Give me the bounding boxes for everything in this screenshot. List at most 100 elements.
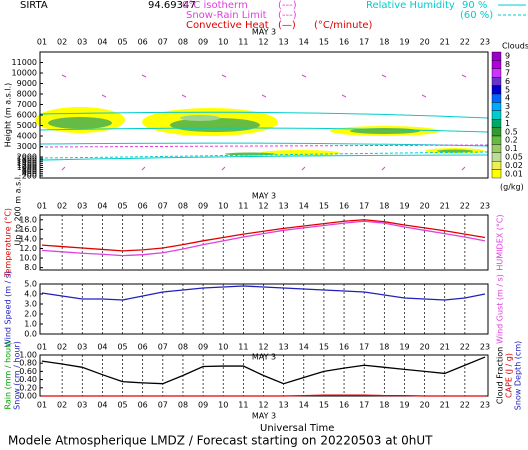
hour-label: 04 [97, 401, 107, 410]
y-tick-label: 400 [22, 169, 37, 178]
hour-label: 22 [460, 202, 470, 211]
legend-isotherm-key: (---) [278, 0, 297, 11]
colorbar-label: 5 [505, 85, 510, 94]
colorbar-cell [491, 135, 502, 145]
hour-label: 19 [399, 401, 409, 410]
colorbar-label: 0.5 [505, 127, 518, 136]
hour-label: 05 [117, 38, 127, 47]
hour-label: 17 [359, 401, 369, 410]
colorbar-cell [491, 102, 502, 112]
hour-label: 09 [198, 401, 208, 410]
hour-label: 13 [279, 343, 289, 352]
hour-label: 04 [97, 38, 107, 47]
hour-label: 05 [117, 401, 127, 410]
hour-label: 14 [299, 38, 309, 47]
hour-label: 05 [117, 202, 127, 211]
y-axis-label: Height (m a.s.l.) [4, 83, 13, 148]
hour-label: 16 [339, 343, 349, 352]
hour-label: 06 [138, 401, 148, 410]
y-tick-label: 3000 [17, 142, 37, 151]
y-tick-label: 5.0 [24, 280, 37, 289]
hour-label: 02 [57, 343, 67, 352]
hour-label: 08 [178, 343, 188, 352]
y2-axis-label: Wind Gust (m / s) [496, 274, 505, 344]
date-label: MAY 3 [252, 28, 276, 37]
y-tick-label: 18.0 [19, 215, 37, 224]
colorbar-label: 4 [505, 94, 510, 103]
y-tick-label: 2.0 [24, 310, 37, 319]
humidity-lines [39, 111, 489, 161]
hour-label: 17 [359, 343, 369, 352]
colorbar-unit: (g/kg) [500, 183, 524, 192]
colorbar-cell [491, 118, 502, 128]
y-tick-label: 9000 [17, 79, 37, 88]
y2-axis-label: Snow Depth (cm) [514, 341, 523, 410]
hour-label: 13 [279, 38, 289, 47]
station: SIRTA [20, 0, 48, 11]
hour-label: 11 [238, 343, 248, 352]
colorbar-cell [491, 68, 502, 78]
colorbar-cell [491, 160, 502, 170]
hour-label: 02 [57, 38, 67, 47]
y2-axis-label: Cloud Fraction [496, 347, 505, 404]
y-axis-note: Up to 200 m a.s.l. [14, 174, 23, 245]
hour-label: 17 [359, 202, 369, 211]
hour-label: 01 [37, 343, 47, 352]
y-tick-label: 1400 [17, 159, 37, 168]
hour-label: 17 [359, 38, 369, 47]
y-tick-label: 10.0 [19, 254, 37, 263]
y-tick-label: 1600 [17, 157, 37, 166]
colorbar-label: 0.01 [505, 169, 523, 178]
hour-label: 22 [460, 343, 470, 352]
legend-isotherm: 0°C isotherm [182, 0, 248, 11]
isotherm-line [39, 144, 489, 148]
legend-convective-unit: (°C/minute) [314, 20, 373, 31]
y-tick-label: 1800 [17, 155, 37, 164]
hour-label: 07 [158, 343, 168, 352]
hour-label: 18 [379, 202, 389, 211]
hour-label: 20 [419, 343, 429, 352]
y-tick-label: 0.0 [24, 330, 37, 339]
hour-label: 22 [460, 38, 470, 47]
series-line [41, 220, 486, 257]
colorbar-label: 0.02 [505, 161, 523, 170]
colorbar-cell [491, 85, 502, 95]
y-tick-label: 6000 [17, 111, 37, 120]
y-tick-label: 0.20 [19, 383, 37, 392]
hour-label: 19 [399, 202, 409, 211]
hour-label: 16 [339, 401, 349, 410]
series-line [42, 394, 485, 397]
y-tick-label: 10000 [12, 69, 37, 78]
hour-label: 18 [379, 343, 389, 352]
hour-label: 10 [218, 343, 228, 352]
hour-label: 04 [97, 202, 107, 211]
y-tick-label: 4.0 [24, 290, 37, 299]
hour-label: 15 [319, 38, 329, 47]
hour-label: 12 [258, 202, 268, 211]
hour-label: 21 [440, 38, 450, 47]
hour-label: 05 [117, 343, 127, 352]
y-tick-label: 600 [22, 167, 37, 176]
y-tick-label: 800 [22, 165, 37, 174]
legend-convective: Convective Heat [186, 20, 269, 31]
y-tick-label: 0.40 [19, 375, 37, 384]
hour-label: 13 [279, 401, 289, 410]
hour-label: 20 [419, 401, 429, 410]
y-tick-label: 12.0 [19, 244, 37, 253]
hour-label: 10 [218, 202, 228, 211]
hour-label: 08 [178, 401, 188, 410]
y-tick-label: 2000 [17, 153, 37, 162]
hour-label: 22 [460, 401, 470, 410]
y-tick-label: 4000 [17, 132, 37, 141]
wind-arrows [61, 74, 467, 171]
hour-label: 23 [480, 38, 490, 47]
hour-label: 23 [480, 202, 490, 211]
hour-label: 23 [480, 343, 490, 352]
hour-label: 06 [138, 343, 148, 352]
y-axis-label: Rain (mm / hour) [4, 341, 13, 409]
y-tick-label: 1000 [17, 163, 37, 172]
colorbar-label: 3 [505, 102, 510, 111]
plot-frame [39, 214, 489, 271]
colorbar-label: 7 [505, 69, 510, 78]
